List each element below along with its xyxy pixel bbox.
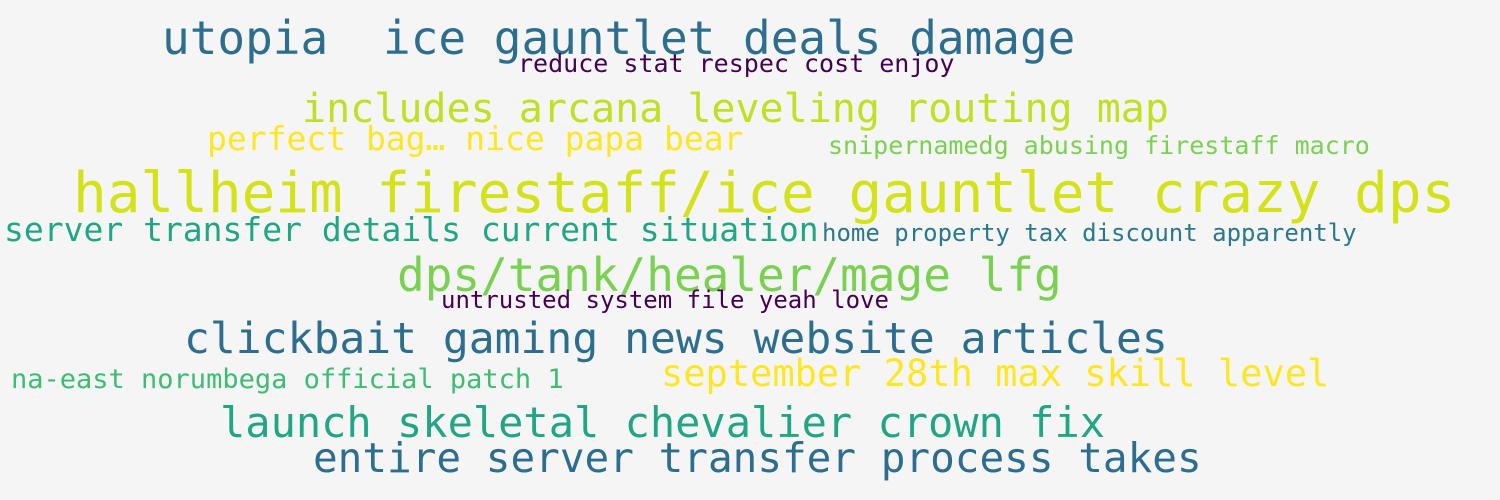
phrase-september-28th-max-skill-level: september 28th max skill level xyxy=(661,352,1330,395)
phrase-dps-tank-healer-mage-lfg: dps/tank/healer/mage lfg xyxy=(397,248,1062,302)
phrase-untrusted-system-file-yeah-love: untrusted system file yeah love xyxy=(441,286,889,314)
phrase-hallheim-firestaff-ice-gauntlet-crazy-dps: hallheim firestaff/ice gauntlet crazy dp… xyxy=(73,161,1456,226)
phrase-reduce-stat-respec-cost-enjoy: reduce stat respec cost enjoy xyxy=(518,49,955,78)
phrase-home-property-tax-discount-apparently: home property tax discount apparently xyxy=(822,219,1357,247)
phrase-na-east-norumbega-official-patch-1: na-east norumbega official patch 1 xyxy=(11,364,564,395)
phrase-server-transfer-details-current-situation: server transfer details current situatio… xyxy=(4,210,819,249)
phrase-perfect-bag-nice-papa-bear: perfect bag… nice papa bear xyxy=(207,119,744,158)
phrase-ice-gauntlet-deals-damage: ice gauntlet deals damage xyxy=(383,11,1076,65)
phrase-snipernamedg-abusing-firestaff-macro: snipernamedg abusing firestaff macro xyxy=(828,131,1370,160)
phrase-utopia: utopia xyxy=(162,11,329,65)
phrase-includes-arcana-leveling-routing-map: includes arcana leveling routing map xyxy=(302,86,1169,132)
phrase-launch-skeletal-chevalier-crown-fix: launch skeletal chevalier crown fix xyxy=(220,398,1106,447)
phrase-entire-server-transfer-process-takes: entire server transfer process takes xyxy=(313,434,1202,482)
phrase-clickbait-gaming-news-website-articles: clickbait gaming news website articles xyxy=(184,314,1168,364)
